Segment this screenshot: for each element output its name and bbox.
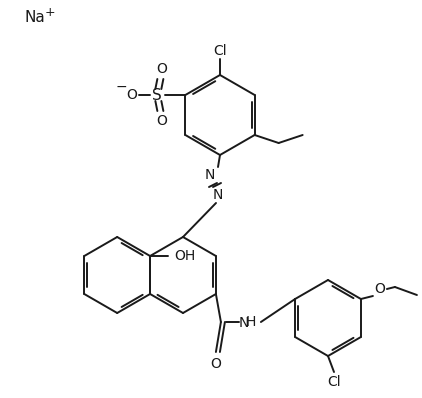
Text: S: S [152, 88, 162, 103]
Text: Cl: Cl [327, 375, 341, 389]
Text: N: N [239, 316, 249, 330]
Text: +: + [45, 6, 56, 20]
Text: −: − [116, 80, 127, 94]
Text: H: H [246, 315, 256, 329]
Text: OH: OH [174, 249, 196, 263]
Text: O: O [156, 114, 167, 128]
Text: O: O [126, 88, 137, 102]
Text: N: N [205, 168, 215, 182]
Text: N: N [213, 188, 223, 202]
Text: Cl: Cl [213, 44, 227, 58]
Text: O: O [374, 282, 385, 296]
Text: O: O [211, 357, 222, 371]
Text: Na: Na [25, 10, 46, 25]
Text: O: O [156, 62, 167, 76]
